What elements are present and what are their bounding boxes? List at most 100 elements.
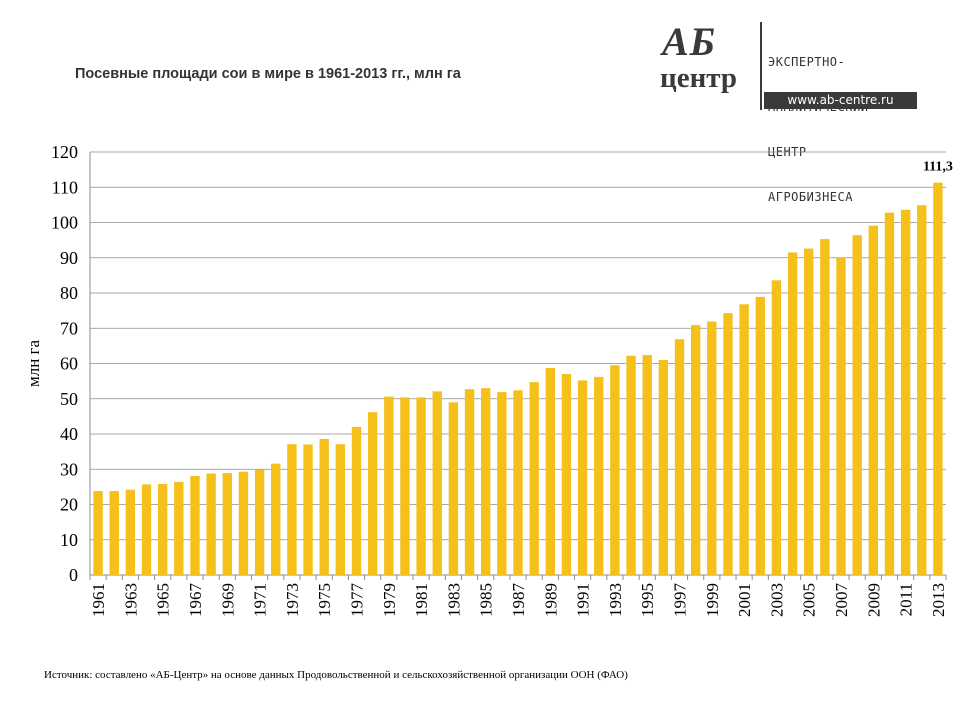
bar-1987 (513, 390, 523, 575)
x-tick-label: 1987 (509, 583, 528, 618)
bar-1984 (464, 389, 475, 575)
x-tick-label: 1967 (186, 583, 205, 618)
y-tick-label: 60 (60, 354, 78, 374)
logo-url: www.ab-centre.ru (764, 92, 917, 109)
x-tick-label: 1965 (154, 583, 173, 617)
bar-1980 (400, 397, 410, 575)
bar-2000 (723, 313, 733, 575)
bar-1961 (93, 491, 103, 575)
x-tick-label: 1977 (347, 583, 366, 618)
x-tick-label: 1961 (89, 583, 108, 617)
bar-1983 (448, 402, 459, 575)
x-tick-label: 2001 (735, 583, 754, 617)
x-tick-label: 1997 (671, 583, 690, 618)
bar-2002 (755, 296, 765, 575)
bar-1972 (271, 463, 281, 575)
bar-1995 (642, 355, 652, 575)
bar-1986 (497, 392, 507, 575)
bar-2005 (804, 248, 814, 575)
bar-1963 (125, 489, 136, 575)
x-tick-label: 1975 (315, 583, 334, 617)
bar-1981 (416, 397, 426, 575)
x-tick-label: 1979 (380, 583, 399, 617)
x-tick-label: 1983 (444, 583, 463, 617)
y-tick-label: 80 (60, 283, 78, 303)
bar-2010 (884, 212, 895, 575)
bar-1965 (157, 484, 168, 575)
x-tick-label: 1963 (121, 583, 140, 617)
bar-1994 (626, 355, 636, 575)
x-tick-label: 2007 (832, 583, 851, 618)
bar-1975 (319, 438, 329, 575)
bar-2007 (836, 257, 846, 575)
chart-title: Посевные площади сои в мире в 1961-2013 … (75, 66, 461, 82)
bar-2001 (739, 304, 749, 575)
x-tick-label: 1969 (218, 583, 237, 617)
data-label: 111,3 (923, 160, 953, 175)
bar-2003 (771, 280, 782, 575)
logo-mark-bottom: центр (660, 62, 738, 94)
bar-1988 (529, 382, 539, 575)
x-tick-label: 2009 (864, 583, 883, 617)
x-tick-label: 1995 (638, 583, 657, 617)
y-tick-label: 110 (52, 177, 78, 197)
x-tick-label: 2013 (929, 583, 948, 617)
bar-1991 (577, 380, 588, 575)
bar-1979 (384, 396, 394, 575)
x-tick-label: 1981 (412, 583, 431, 617)
bar-2011 (900, 209, 911, 575)
bar-1999 (707, 321, 717, 575)
bar-1985 (481, 388, 491, 575)
bar-1964 (141, 484, 152, 575)
bar-1966 (174, 481, 184, 575)
y-axis-label: млн га (24, 339, 43, 387)
x-tick-label: 1999 (703, 583, 722, 617)
bar-2006 (820, 239, 830, 575)
y-tick-label: 50 (60, 389, 78, 409)
x-tick-label: 1973 (283, 583, 302, 617)
y-tick-label: 100 (51, 213, 78, 233)
y-tick-label: 40 (60, 424, 78, 444)
bar-1971 (254, 469, 265, 575)
bar-1969 (222, 473, 232, 575)
logo-mark-top: АБ (662, 19, 717, 64)
bar-2009 (868, 225, 879, 576)
bar-1982 (432, 391, 442, 575)
x-tick-label: 1985 (477, 583, 496, 617)
bar-1989 (545, 368, 555, 575)
x-tick-label: 1971 (251, 583, 270, 617)
bar-2012 (917, 205, 927, 576)
x-tick-label: 2011 (897, 583, 916, 616)
bar-1968 (206, 473, 216, 575)
bar-1996 (658, 359, 669, 575)
logo-divider (760, 22, 762, 110)
y-tick-label: 10 (60, 530, 78, 550)
bar-1993 (610, 365, 620, 575)
bar-2008 (852, 235, 862, 575)
ab-centre-logo-mark: АБ центр (656, 19, 756, 114)
x-tick-label: 1991 (574, 583, 593, 617)
y-tick-label: 70 (60, 318, 78, 338)
x-tick-label: 1989 (541, 583, 560, 617)
bar-1962 (109, 491, 119, 575)
x-tick-label: 2005 (800, 583, 819, 617)
bar-2004 (787, 252, 798, 575)
bar-2013 (933, 182, 943, 576)
source-note: Источник: составлено «АБ-Центр» на основ… (44, 669, 628, 681)
y-tick-label: 120 (51, 142, 78, 162)
y-tick-label: 30 (60, 459, 78, 479)
y-tick-label: 20 (60, 495, 78, 515)
x-tick-label: 1993 (606, 583, 625, 617)
bar-1998 (690, 325, 701, 575)
logo-line: АГРОБИЗНЕСА (768, 190, 853, 204)
bar-1973 (287, 444, 297, 575)
y-tick-label: 0 (69, 565, 78, 585)
y-tick-label: 90 (60, 248, 78, 268)
bar-1970 (238, 471, 249, 575)
bar-1978 (367, 412, 378, 575)
bar-1976 (335, 444, 346, 575)
bar-1990 (561, 374, 572, 575)
bar-1997 (674, 339, 685, 575)
logo-line: ЭКСПЕРТНО- (768, 55, 846, 69)
